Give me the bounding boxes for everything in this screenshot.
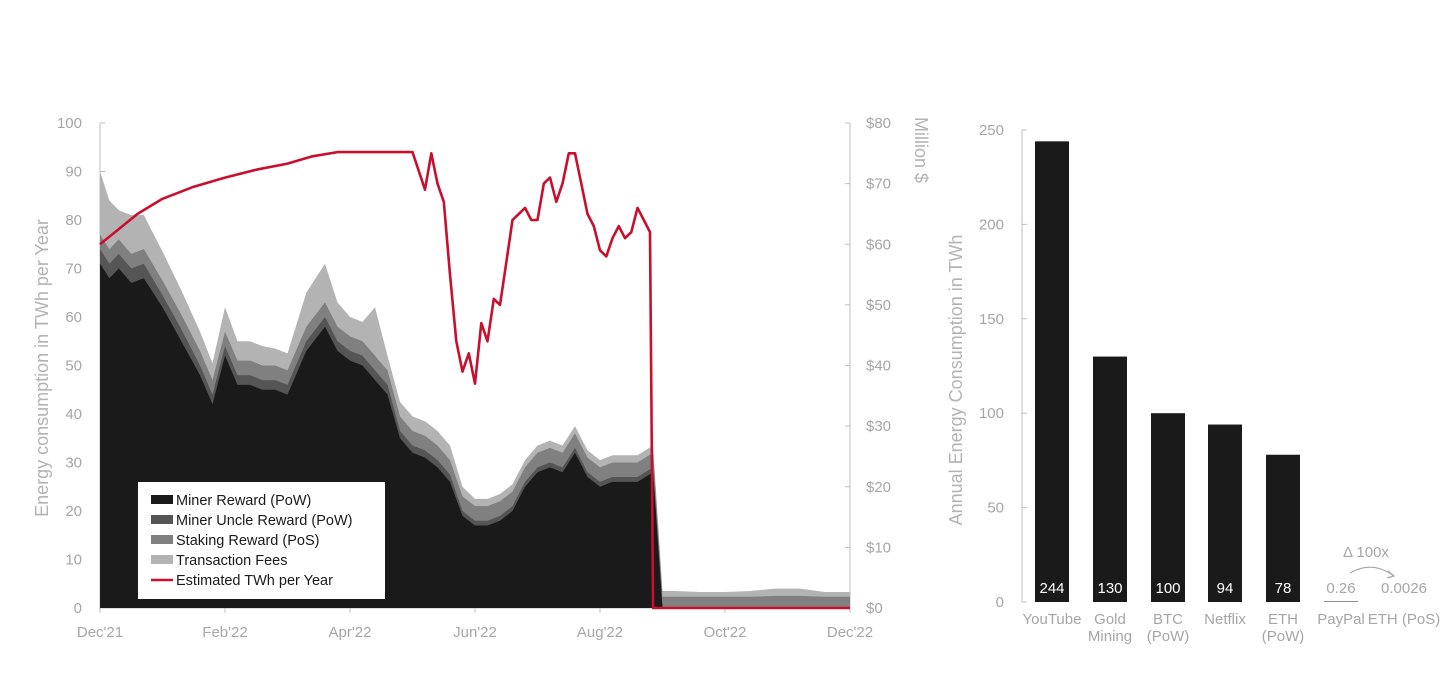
x-tick-label: Dec'21: [77, 624, 123, 641]
bar-category-label: Netflix: [1204, 611, 1246, 628]
bar-y-tick-label: 50: [987, 500, 1004, 517]
bar-value-label: 0.26: [1326, 580, 1355, 597]
bar-value-label: 100: [1155, 580, 1180, 597]
delta-arrow-curve: [1350, 567, 1394, 576]
left-y-tick-label: 0: [74, 600, 82, 617]
legend-item-estimated-twh: Estimated TWh per Year: [151, 573, 333, 589]
left-y-tick-label: 30: [65, 455, 82, 472]
bar-value-label: 130: [1097, 580, 1122, 597]
legend-label-miner-reward: Miner Reward (PoW): [176, 493, 311, 509]
bar-y-tick-label: 0: [996, 594, 1004, 611]
left-y-tick-label: 60: [65, 309, 82, 326]
left-y-tick-label: 90: [65, 164, 82, 181]
left-y-tick-label: 100: [57, 115, 82, 132]
x-tick-label: Dec'22: [827, 624, 873, 641]
bar-value-label: 78: [1275, 580, 1292, 597]
bar-y-axis-title: Annual Energy Consumption in TWh: [946, 235, 966, 526]
legend-swatch-miner-reward: [151, 495, 173, 504]
legend-label-estimated-twh: Estimated TWh per Year: [176, 573, 333, 589]
bar-category-label: Gold: [1094, 611, 1126, 628]
left-y-tick-label: 80: [65, 212, 82, 229]
bar-y-tick-label: 100: [979, 405, 1004, 422]
legend-swatch-miner-uncle-reward: [151, 515, 173, 524]
bar-y-tick-label: 150: [979, 311, 1004, 328]
bar-netflix: [1208, 425, 1242, 602]
right-y-tick-label: $60: [866, 236, 891, 253]
bar-btc-pow: [1151, 413, 1185, 602]
x-tick-label: Oct'22: [704, 624, 747, 641]
right-y-tick-label: $0: [866, 600, 883, 617]
legend-label-transaction-fees: Transaction Fees: [176, 553, 287, 569]
right-y-tick-label: $80: [866, 115, 891, 132]
legend-swatch-staking-reward: [151, 535, 173, 544]
left-y-tick-label: 20: [65, 503, 82, 520]
bar-category-label: Mining: [1088, 628, 1132, 645]
bar-value-label: 94: [1217, 580, 1234, 597]
bar-category-label: PayPal: [1317, 611, 1365, 628]
bar-gold-mining: [1093, 357, 1127, 602]
legend-item-miner-uncle-reward: Miner Uncle Reward (PoW): [151, 513, 352, 529]
bar-y-tick-label: 250: [979, 122, 1004, 139]
bar-value-label: 244: [1039, 580, 1064, 597]
left-y-tick-label: 70: [65, 261, 82, 278]
right-y-axis-title: Million $: [911, 117, 931, 183]
legend-label-staking-reward: Staking Reward (PoS): [176, 533, 319, 549]
right-y-tick-label: $40: [866, 358, 891, 375]
legend-label-miner-uncle-reward: Miner Uncle Reward (PoW): [176, 513, 352, 529]
legend-item-miner-reward: Miner Reward (PoW): [151, 493, 311, 509]
legend: Miner Reward (PoW) Miner Uncle Reward (P…: [138, 482, 385, 599]
left-y-axis-title: Energy consumption in TWh per Year: [32, 219, 52, 517]
bar-value-label: 0.0026: [1381, 580, 1427, 597]
x-tick-label: Feb'22: [202, 624, 247, 641]
right-y-tick-label: $50: [866, 297, 891, 314]
right-y-tick-label: $70: [866, 176, 891, 193]
bar-category-label: (PoW): [1262, 628, 1305, 645]
bar-category-label: ETH: [1268, 611, 1298, 628]
bar-category-label: BTC: [1153, 611, 1183, 628]
legend-item-staking-reward: Staking Reward (PoS): [151, 533, 319, 549]
x-tick-label: Aug'22: [577, 624, 623, 641]
legend-swatch-transaction-fees: [151, 555, 173, 564]
bar-category-label: (PoW): [1147, 628, 1190, 645]
delta-annotation: Δ 100x: [1343, 544, 1389, 561]
right-y-tick-label: $10: [866, 539, 891, 556]
bar-category-label: ETH (PoS): [1368, 611, 1440, 628]
right-y-tick-label: $30: [866, 418, 891, 435]
x-tick-label: Apr'22: [329, 624, 372, 641]
left-y-tick-label: 10: [65, 552, 82, 569]
bar-y-tick-label: 200: [979, 216, 1004, 233]
left-y-tick-label: 50: [65, 358, 82, 375]
left-y-tick-label: 40: [65, 406, 82, 423]
x-tick-label: Jun'22: [453, 624, 497, 641]
bar-category-label: YouTube: [1023, 611, 1082, 628]
bar-youtube: [1035, 141, 1069, 602]
right-y-tick-label: $20: [866, 479, 891, 496]
